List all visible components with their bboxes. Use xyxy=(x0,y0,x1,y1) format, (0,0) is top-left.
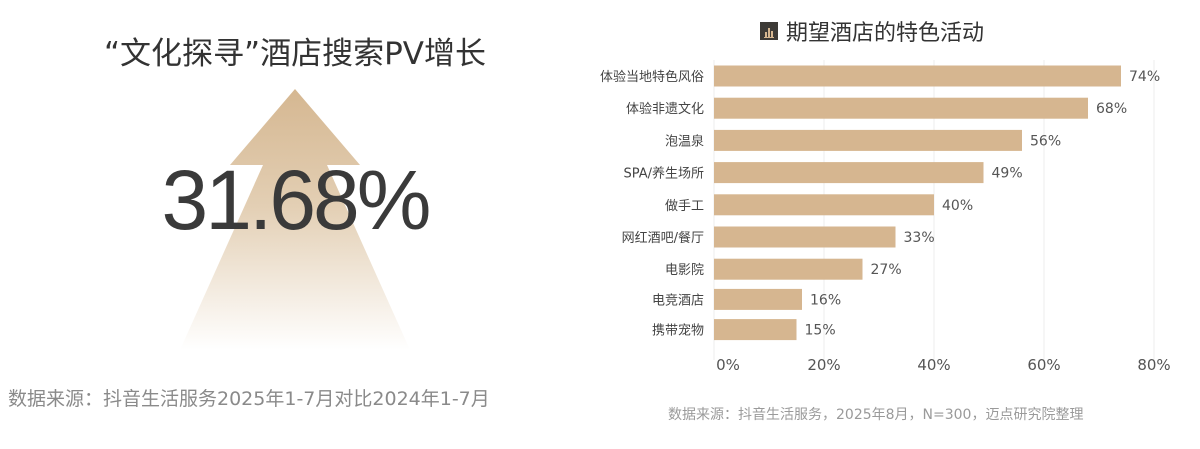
category-label: 网红酒吧/餐厅 xyxy=(622,230,704,246)
bar xyxy=(714,194,934,216)
x-tick-label: 60% xyxy=(1027,356,1060,374)
up-arrow-icon xyxy=(180,89,410,350)
category-label: 泡温泉 xyxy=(665,133,704,149)
bar xyxy=(714,162,984,184)
data-label: 56% xyxy=(1030,133,1061,149)
category-label: 做手工 xyxy=(665,199,704,214)
bar xyxy=(714,65,1121,87)
category-label: 电竞酒店 xyxy=(652,292,704,308)
bar-chart-icon xyxy=(760,22,778,40)
x-tick-label: 40% xyxy=(917,356,950,374)
growth-value: 31.68% xyxy=(161,153,432,247)
chart-title: 期望酒店的特色活动 xyxy=(760,15,984,47)
data-label: 27% xyxy=(871,262,902,278)
data-label: 49% xyxy=(992,166,1023,182)
bar xyxy=(714,258,863,280)
category-label: 体验当地特色风俗 xyxy=(600,69,704,85)
x-tick-label: 20% xyxy=(807,356,840,374)
chart-title-text: 期望酒店的特色活动 xyxy=(786,21,985,46)
category-label: 电影院 xyxy=(665,263,704,278)
left-source-note: 数据来源：抖音生活服务2025年1-7月对比2024年1-7月 xyxy=(8,388,490,410)
bar xyxy=(714,288,802,310)
bar xyxy=(714,97,1088,119)
category-label: 携带宠物 xyxy=(652,323,704,339)
data-label: 40% xyxy=(942,198,973,214)
bar xyxy=(714,129,1022,151)
chart-source-note: 数据来源：抖音生活服务，2025年8月，N=300，迈点研究院整理 xyxy=(668,407,1084,423)
data-label: 74% xyxy=(1129,69,1160,85)
bar xyxy=(714,319,797,341)
data-label: 15% xyxy=(805,323,836,339)
data-label: 16% xyxy=(810,292,841,308)
left-title: “文化探寻”酒店搜索PV增长 xyxy=(103,36,487,72)
data-label: 33% xyxy=(904,230,935,246)
x-tick-label: 80% xyxy=(1137,356,1170,374)
x-tick-label: 0% xyxy=(716,356,740,374)
bar-chart: 0% 20% 40% 60% 80% 体验当地特色风俗 74% 体验非遗文化 68% 泡温泉 56%… xyxy=(600,60,1171,374)
bar xyxy=(714,226,896,248)
category-label: 体验非遗文化 xyxy=(626,101,704,117)
category-label: SPA/养生场所 xyxy=(623,166,704,182)
data-label: 68% xyxy=(1096,101,1127,117)
